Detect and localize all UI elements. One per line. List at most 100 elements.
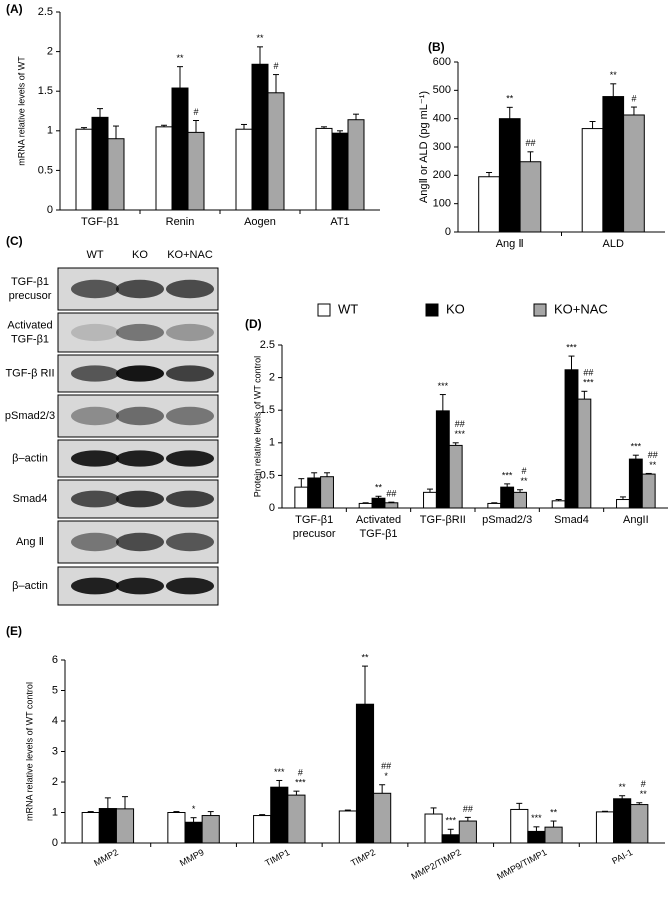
bar	[331, 132, 349, 211]
bar	[187, 131, 205, 211]
y-tick-label: 0	[269, 502, 275, 514]
y-tick-label: 3	[52, 745, 58, 757]
blot-band	[166, 279, 214, 299]
significance-label: ***	[438, 381, 449, 391]
blot-band	[71, 577, 119, 595]
bar	[564, 369, 579, 509]
y-axis-label: AngⅡ or ALD (pg mL⁻¹)	[418, 91, 430, 203]
bar	[355, 703, 375, 844]
bar	[373, 792, 392, 844]
significance-label: ***	[445, 816, 456, 826]
blot-row-label: β–actin	[12, 580, 48, 592]
x-tick-label: TIMP2	[349, 847, 377, 868]
blot-band	[71, 490, 119, 508]
significance-label: ##	[386, 489, 396, 499]
x-tick-label: pSmad2/3	[482, 514, 532, 526]
panel-label: (E)	[6, 624, 22, 638]
bar	[171, 87, 189, 211]
bar	[630, 804, 649, 844]
significance-label: #	[522, 466, 527, 476]
bar	[315, 127, 333, 211]
significance-label: ***	[295, 778, 306, 788]
y-axis-label: mRNA relative levels of WT	[16, 56, 26, 166]
bar	[551, 500, 566, 509]
x-tick-label: TIMP1	[263, 847, 291, 868]
bar	[641, 473, 656, 509]
significance-label: ##	[648, 450, 658, 460]
bar	[424, 813, 443, 844]
bar	[513, 491, 527, 509]
x-tick-label: MMP2	[92, 847, 120, 868]
x-tick-label: ALD	[603, 238, 624, 250]
bar	[98, 808, 117, 844]
y-tick-label: 0	[445, 226, 451, 238]
significance-label: ***	[531, 813, 542, 823]
significance-label: #	[298, 768, 303, 778]
bar	[602, 96, 625, 233]
y-tick-label: 100	[433, 198, 451, 210]
significance-label: **	[506, 94, 514, 104]
x-tick-label: AngII	[623, 514, 649, 526]
blot-band	[166, 450, 214, 467]
significance-label: ***	[454, 429, 465, 439]
y-tick-label: 2	[269, 372, 275, 384]
blot-band	[116, 365, 164, 382]
bar	[75, 128, 93, 211]
blot-row-label: Smad4	[13, 493, 48, 505]
bar	[628, 458, 643, 509]
blot-band	[116, 490, 164, 508]
bar	[347, 119, 365, 211]
y-tick-label: 0.5	[38, 164, 53, 176]
bar	[616, 499, 630, 509]
bar	[371, 497, 386, 509]
bar	[270, 786, 289, 844]
bar	[510, 808, 529, 844]
y-tick-label: 600	[433, 56, 451, 68]
blot-band	[71, 406, 119, 426]
significance-label: ***	[631, 442, 642, 452]
bar	[235, 128, 253, 211]
y-tick-label: 500	[433, 84, 451, 96]
x-tick-label: Activated	[356, 514, 401, 526]
x-tick-label: Smad4	[554, 514, 589, 526]
y-tick-label: 2.5	[38, 6, 53, 18]
significance-label: **	[550, 807, 558, 817]
y-tick-label: 200	[433, 169, 451, 181]
y-tick-label: 400	[433, 113, 451, 125]
blot-band	[116, 450, 164, 467]
y-tick-label: 6	[52, 654, 58, 666]
bar	[581, 128, 604, 233]
x-tick-label: TGF-β1	[359, 528, 397, 540]
y-tick-label: 300	[433, 141, 451, 153]
significance-label: **	[649, 460, 657, 470]
bar	[384, 502, 399, 509]
legend-swatch	[317, 303, 331, 317]
significance-label: **	[619, 782, 627, 792]
bar	[478, 176, 500, 233]
significance-label: ##	[455, 419, 465, 429]
x-tick-label: TGF-βRII	[420, 514, 466, 526]
blot-row-label: β–actin	[12, 452, 48, 464]
blot-row-label: Activated	[7, 319, 52, 331]
significance-label: **	[256, 33, 264, 43]
blot-band	[71, 365, 119, 382]
bar	[519, 161, 542, 233]
bar	[500, 486, 515, 509]
blot-column-label: WT	[86, 249, 103, 261]
y-tick-label: 1	[47, 125, 53, 137]
y-tick-label: 1	[269, 437, 275, 449]
bar	[358, 502, 373, 509]
significance-label: #	[193, 107, 198, 117]
blot-band	[71, 532, 119, 552]
significance-label: **	[521, 476, 529, 486]
blot-row-label: TGF-β1	[11, 276, 49, 288]
bar	[307, 477, 322, 509]
bar	[287, 794, 306, 844]
blot-box	[57, 312, 219, 353]
y-tick-label: 2	[52, 776, 58, 788]
x-tick-label: PAI-1	[610, 847, 634, 866]
bar	[253, 815, 272, 844]
x-tick-label: Aogen	[244, 216, 276, 228]
bar	[167, 812, 186, 844]
